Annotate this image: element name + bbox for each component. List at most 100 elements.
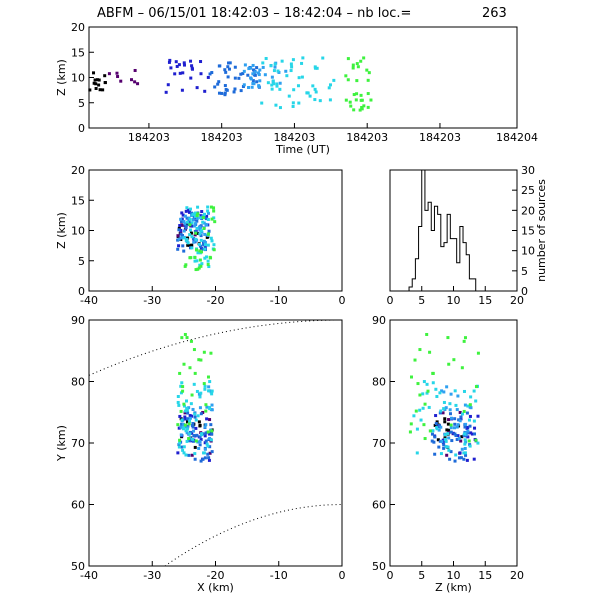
source-point	[442, 446, 446, 450]
source-point	[206, 209, 210, 213]
source-point	[449, 426, 453, 430]
source-point	[474, 385, 478, 389]
source-point	[453, 426, 456, 430]
hist-y-axis-tick-label: 20	[521, 204, 535, 217]
source-point	[185, 431, 189, 435]
source-point	[182, 236, 186, 240]
source-point	[464, 422, 468, 426]
source-point	[448, 457, 452, 461]
source-point	[191, 439, 195, 443]
source-point	[94, 82, 98, 86]
source-point	[418, 408, 422, 412]
source-point	[201, 220, 205, 224]
source-point	[443, 420, 447, 424]
source-point	[192, 240, 196, 244]
source-point	[444, 406, 448, 410]
source-point	[223, 68, 227, 72]
source-point	[193, 412, 197, 416]
source-point	[453, 417, 457, 421]
source-point	[285, 74, 289, 78]
source-point	[95, 78, 99, 82]
source-point	[366, 105, 370, 109]
source-point	[190, 67, 194, 71]
y-axis-right-panel-tick-label: 90	[372, 314, 386, 327]
source-point	[435, 395, 439, 399]
source-point	[193, 452, 197, 456]
source-point	[116, 75, 120, 79]
source-point	[193, 371, 197, 375]
source-point	[187, 209, 191, 213]
source-point	[198, 249, 202, 253]
source-point	[462, 389, 466, 393]
source-point	[241, 72, 245, 76]
hist-y-axis-tick-label: 30	[521, 164, 535, 177]
hist-y-axis-tick-label: 5	[521, 265, 528, 278]
source-point	[107, 72, 111, 76]
source-point	[258, 79, 262, 83]
source-point	[301, 56, 305, 60]
source-point	[212, 248, 216, 252]
source-point	[328, 98, 332, 102]
source-point	[476, 351, 480, 355]
source-point	[443, 437, 447, 441]
time-axis-label: Time (UT)	[275, 143, 330, 156]
source-point	[463, 446, 467, 450]
source-point	[447, 418, 451, 422]
source-point	[179, 238, 183, 242]
source-point	[449, 450, 453, 454]
source-point	[195, 389, 199, 393]
source-point	[98, 88, 102, 92]
source-point	[181, 422, 185, 426]
source-point	[178, 438, 182, 442]
source-point	[439, 425, 443, 429]
source-point	[455, 438, 459, 442]
chart-title: ABFM – 06/15/01 18:42:03 – 18:42:04 – nb…	[97, 6, 411, 21]
z-axis-mid-tick-label: 20	[71, 164, 85, 177]
source-point	[442, 390, 446, 394]
source-point	[199, 72, 203, 76]
source-point	[206, 205, 210, 209]
histogram-frame	[389, 169, 518, 292]
source-point	[430, 439, 434, 443]
source-point	[212, 243, 216, 247]
source-point	[194, 248, 198, 252]
time-tick-label: 184204	[496, 131, 538, 144]
source-point	[205, 405, 209, 409]
source-point	[435, 426, 439, 430]
hist-y-axis-tick-label: 25	[521, 184, 535, 197]
source-point	[291, 58, 295, 62]
source-point	[185, 439, 189, 443]
source-point	[195, 259, 199, 263]
source-point	[168, 58, 172, 62]
source-point	[92, 81, 96, 85]
source-point	[205, 417, 209, 421]
source-point	[448, 402, 452, 406]
source-point	[196, 251, 200, 255]
source-point	[164, 90, 168, 94]
hist-x-axis-tick-label: 20	[510, 294, 524, 307]
source-point	[188, 243, 192, 247]
source-point	[223, 93, 227, 97]
source-point	[188, 221, 192, 225]
source-point	[474, 438, 478, 442]
source-point	[198, 395, 202, 399]
source-point	[191, 437, 195, 441]
source-point	[460, 435, 464, 439]
source-point	[216, 82, 220, 86]
source-point	[412, 414, 416, 418]
source-point	[447, 428, 451, 432]
source-point	[220, 91, 224, 95]
source-point	[177, 228, 181, 232]
source-point	[359, 93, 363, 97]
source-point	[195, 433, 199, 437]
source-point	[188, 228, 192, 232]
source-point	[209, 423, 213, 427]
source-point	[189, 339, 193, 343]
hist-x-axis-tick-label: 5	[418, 294, 425, 307]
source-point	[462, 339, 466, 343]
source-point	[284, 69, 288, 73]
source-point	[180, 445, 184, 449]
source-point	[196, 414, 200, 418]
source-point	[433, 435, 437, 439]
source-point	[413, 358, 417, 362]
